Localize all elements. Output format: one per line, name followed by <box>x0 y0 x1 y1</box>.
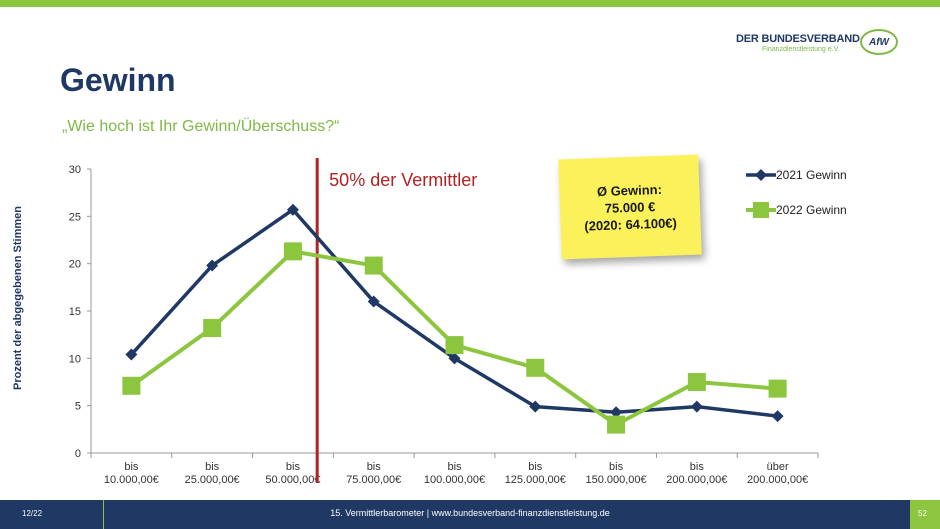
page-subtitle: „Wie hoch ist Ihr Gewinn/Überschuss?“ <box>62 118 340 135</box>
data-point <box>364 256 383 275</box>
data-point <box>203 319 222 338</box>
line-chart: 0 5 10 15 20 25 30 bis 10.000,00€ bis 25.000,00€ b… <box>69 158 847 486</box>
data-point <box>610 406 623 419</box>
legend-label: 2021 Gewinn <box>776 168 847 182</box>
page-number: 52 <box>918 509 927 518</box>
data-point <box>529 400 542 413</box>
data-point <box>367 295 380 308</box>
logo-subtitle: Finanzdienstleistung e.V. <box>762 46 840 53</box>
data-point <box>283 242 302 261</box>
x-tick-label: bis 50.000,00€ <box>265 461 320 486</box>
top-accent-bar <box>0 0 940 7</box>
footer-page-box: 52 <box>910 500 940 529</box>
x-tick-label: bis 100.000,00€ <box>424 461 485 486</box>
footer-source: 15. Vermittlerbarometer | www.bundesverb… <box>330 508 610 518</box>
data-point <box>690 400 703 413</box>
footer-date-box: 12/22 <box>0 500 104 529</box>
y-tick-label: 5 <box>75 401 81 413</box>
afw-logo-mark: AfW <box>860 29 898 55</box>
y-tick-label: 0 <box>75 448 81 460</box>
note-line-3: (2020: 64.100€) <box>584 214 678 234</box>
y-tick-label: 30 <box>69 164 81 176</box>
x-tick-label: bis 25.000,00€ <box>185 461 240 486</box>
x-tick-label: bis 200.000,00€ <box>666 461 727 486</box>
data-point <box>445 336 464 355</box>
y-tick-label: 15 <box>69 306 81 318</box>
data-point <box>125 348 138 361</box>
data-point <box>687 373 706 391</box>
data-point <box>526 358 545 377</box>
median-reference-label: 50% der Vermittler <box>329 170 477 190</box>
data-point <box>607 415 626 434</box>
note-line-2: 75.000 € <box>604 198 656 216</box>
footer-bar: 12/22 15. Vermittlerbarometer | www.bund… <box>0 500 940 529</box>
y-tick-label: 20 <box>69 259 81 271</box>
bundesverband-logo: DER BUNDESVERBAND Finanzdienstleistung e… <box>736 29 906 61</box>
x-tick-label: bis 75.000,00€ <box>346 461 401 486</box>
footer-date: 12/22 <box>22 509 43 518</box>
legend-marker <box>753 202 769 218</box>
data-point <box>448 352 461 365</box>
x-tick-label: bis 125.000,00€ <box>505 461 566 486</box>
legend-marker <box>755 169 767 181</box>
y-tick-label: 25 <box>69 211 81 223</box>
x-tick-label: bis 10.000,00€ <box>104 461 159 486</box>
average-profit-sticky-note: Ø Gewinn: 75.000 € (2020: 64.100€) <box>558 154 702 260</box>
legend-label: 2022 Gewinn <box>776 203 847 217</box>
y-tick-label: 10 <box>69 353 81 365</box>
logo-title: DER BUNDESVERBAND <box>736 33 860 45</box>
data-point <box>768 379 787 398</box>
x-tick-label: über 200.000,00€ <box>747 461 808 486</box>
data-point <box>286 203 299 216</box>
data-point <box>771 410 784 423</box>
x-tick-label: bis 150.000,00€ <box>585 461 646 486</box>
data-point <box>206 259 219 272</box>
page-title: Gewinn <box>60 62 176 98</box>
data-point <box>122 376 141 395</box>
